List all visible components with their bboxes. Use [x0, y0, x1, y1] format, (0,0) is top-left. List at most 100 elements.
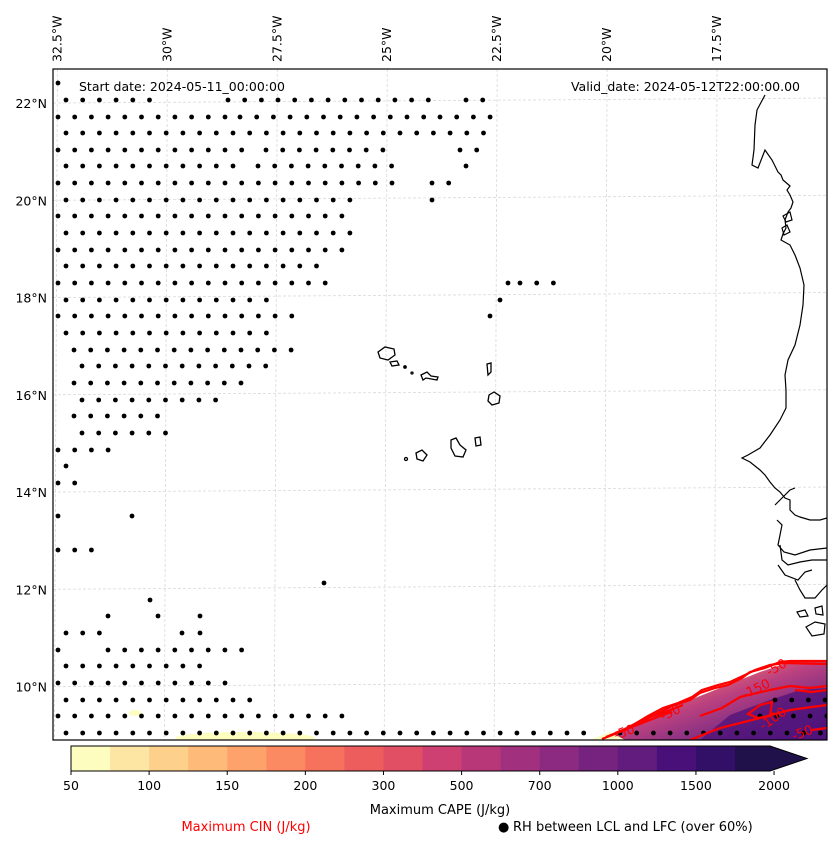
rh-dot: [264, 230, 269, 236]
colorbar-tick-label: 100: [137, 778, 161, 793]
colorbar-segment: [461, 746, 502, 771]
rh-dot: [330, 230, 336, 236]
rh-dot: [163, 163, 169, 169]
rh-dot: [205, 180, 211, 186]
rh-dot: [205, 313, 211, 319]
rh-dot: [155, 247, 161, 253]
rh-dot: [105, 313, 111, 319]
rh-dot: [55, 180, 61, 186]
rh-dot: [71, 380, 77, 386]
rh-dot: [113, 297, 119, 303]
rh-dot: [147, 330, 152, 336]
rh-dot: [272, 180, 278, 186]
rh-dot: [80, 230, 86, 236]
rh-dot: [147, 230, 152, 236]
rh-dot: [380, 130, 386, 136]
rh-dot: [247, 730, 253, 736]
rh-dot: [113, 130, 119, 136]
rh-dot: [380, 730, 386, 736]
rh-dot: [447, 130, 453, 136]
rh-dot: [347, 197, 353, 203]
rh-dot: [97, 663, 102, 669]
rh-dot: [138, 347, 144, 353]
rh-dot: [122, 180, 128, 186]
rh-dot: [213, 363, 219, 369]
rh-dot: [172, 680, 178, 686]
rh-dot: [305, 163, 311, 169]
rh-dot: [247, 330, 253, 336]
rh-dot: [130, 130, 136, 136]
rh-dot: [180, 130, 186, 136]
rh-dot: [322, 180, 328, 186]
rh-dot: [314, 730, 319, 736]
rh-dot: [155, 280, 161, 286]
rh-dot: [197, 130, 203, 136]
rh-dot: [63, 463, 69, 469]
rh-dot: [180, 663, 186, 669]
rh-dot: [581, 730, 587, 736]
rh-dot: [322, 247, 328, 253]
rh-dot: [197, 730, 203, 736]
rh-dot: [189, 213, 195, 219]
rh-dot: [222, 647, 228, 653]
parallel-line: [53, 389, 827, 396]
rh-dot: [96, 430, 102, 436]
rh-dot: [280, 147, 286, 153]
rh-dot: [330, 730, 336, 736]
rh-dot: [105, 147, 111, 153]
rh-dot: [213, 730, 219, 736]
rh-dot: [684, 730, 690, 736]
rh-dot: [634, 730, 640, 736]
rh-dot: [431, 730, 436, 736]
rh-dot: [147, 163, 152, 169]
rh-dot: [463, 163, 469, 169]
colorbar-tick-label: 1000: [602, 778, 634, 793]
rh-dot: [72, 447, 78, 453]
rh-dot: [325, 97, 331, 103]
rh-dot: [139, 713, 144, 719]
rh-dot: [314, 197, 319, 203]
rh-dot: [97, 197, 102, 203]
rh-dot: [63, 330, 69, 336]
colorbar-outline: [70, 745, 809, 772]
rh-dot: [339, 163, 344, 169]
rh-dot: [180, 230, 186, 236]
rh-dot: [113, 430, 118, 436]
rh-dot: [138, 380, 144, 386]
rh-dot: [801, 730, 807, 736]
rh-dot: [280, 130, 286, 136]
rh-dot: [342, 97, 348, 103]
rh-dot: [163, 697, 169, 703]
rh-dot: [289, 247, 295, 253]
rh-dot: [297, 230, 303, 236]
rh-dot: [651, 730, 656, 736]
rh-dot: [172, 247, 178, 253]
rh-dot: [89, 313, 94, 319]
rh-dot: [147, 663, 152, 669]
rh-dot: [256, 280, 261, 286]
rh-dot: [297, 730, 303, 736]
lon-tick-label: 20°W: [599, 27, 614, 62]
meridian-line: [603, 69, 608, 740]
rh-dot: [139, 213, 144, 219]
rh-dot: [387, 114, 393, 120]
rh-dot: [404, 114, 410, 120]
rh-dot: [322, 280, 328, 286]
rh-dot: [272, 280, 278, 286]
rh-legend-marker: ●: [498, 820, 509, 835]
rh-dot: [55, 213, 61, 219]
meridian-line: [163, 69, 168, 740]
rh-dot: [205, 380, 211, 386]
rh-dot: [237, 114, 243, 120]
rh-dot: [321, 114, 326, 120]
rh-dot: [55, 480, 61, 486]
colorbar-segment: [539, 746, 580, 771]
rh-dot: [306, 713, 311, 719]
rh-dot: [63, 663, 69, 669]
rh-dot: [247, 130, 253, 136]
rh-dot: [667, 730, 673, 736]
cape-fill-area: [129, 660, 827, 740]
rh-dot: [264, 297, 269, 303]
rh-dot: [163, 730, 169, 736]
rh-dot: [63, 163, 69, 169]
